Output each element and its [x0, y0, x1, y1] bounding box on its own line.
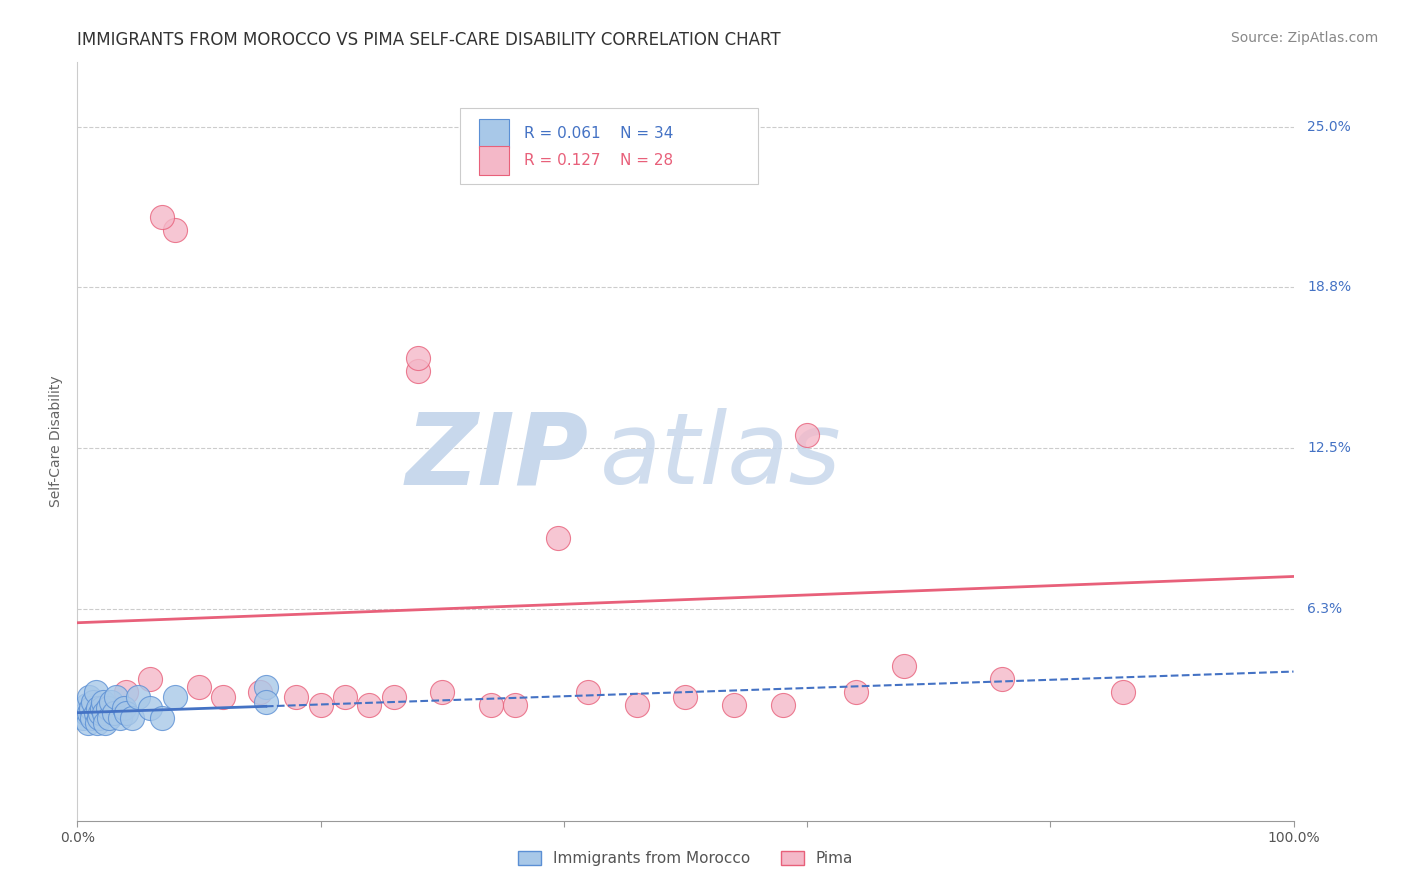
- Text: ZIP: ZIP: [405, 409, 588, 505]
- Point: [333, 690, 356, 705]
- Text: R = 0.127    N = 28: R = 0.127 N = 28: [523, 153, 673, 168]
- FancyBboxPatch shape: [460, 108, 758, 184]
- Text: 25.0%: 25.0%: [1308, 120, 1351, 134]
- Point: [309, 698, 332, 712]
- Point: [503, 698, 526, 712]
- Point: [382, 690, 405, 705]
- Text: 6.3%: 6.3%: [1308, 601, 1343, 615]
- Point: [94, 716, 117, 731]
- Point: [77, 716, 100, 731]
- Point: [406, 351, 429, 365]
- Point: [285, 690, 308, 705]
- Text: Source: ZipAtlas.com: Source: ZipAtlas.com: [1230, 31, 1378, 45]
- Point: [139, 700, 162, 714]
- Text: R = 0.061    N = 34: R = 0.061 N = 34: [523, 126, 673, 141]
- Point: [188, 680, 211, 694]
- Point: [626, 698, 648, 712]
- Point: [479, 698, 502, 712]
- Point: [547, 531, 569, 545]
- Point: [121, 711, 143, 725]
- Point: [108, 711, 131, 725]
- Point: [82, 695, 104, 709]
- Point: [576, 685, 599, 699]
- Point: [163, 690, 186, 705]
- Point: [79, 706, 101, 720]
- Legend: Immigrants from Morocco, Pima: Immigrants from Morocco, Pima: [517, 851, 853, 866]
- Point: [212, 690, 235, 705]
- Point: [87, 700, 110, 714]
- Point: [675, 690, 697, 705]
- Point: [163, 222, 186, 236]
- Point: [100, 695, 122, 709]
- Point: [359, 698, 381, 712]
- Point: [249, 685, 271, 699]
- Point: [80, 700, 103, 714]
- Text: 18.8%: 18.8%: [1308, 280, 1351, 294]
- Point: [76, 698, 98, 712]
- Point: [90, 700, 112, 714]
- Point: [254, 695, 277, 709]
- Point: [139, 673, 162, 687]
- Point: [127, 690, 149, 705]
- Point: [152, 210, 174, 224]
- Point: [97, 700, 120, 714]
- Point: [990, 673, 1012, 687]
- Point: [84, 706, 107, 720]
- Point: [103, 706, 125, 720]
- Bar: [478, 120, 509, 148]
- Point: [893, 659, 915, 673]
- Point: [89, 706, 111, 720]
- Point: [80, 711, 103, 725]
- Point: [91, 695, 114, 709]
- Point: [93, 706, 115, 720]
- Point: [772, 698, 794, 712]
- Point: [723, 698, 745, 712]
- Point: [112, 700, 135, 714]
- Point: [75, 706, 97, 720]
- Y-axis label: Self-Care Disability: Self-Care Disability: [49, 376, 63, 508]
- Point: [115, 706, 138, 720]
- Point: [89, 711, 111, 725]
- Point: [79, 690, 101, 705]
- Point: [72, 711, 94, 725]
- Point: [115, 685, 138, 699]
- Point: [84, 685, 107, 699]
- Point: [430, 685, 453, 699]
- Bar: [478, 145, 509, 175]
- Point: [97, 711, 120, 725]
- Text: atlas: atlas: [600, 409, 842, 505]
- Point: [845, 685, 868, 699]
- Text: IMMIGRANTS FROM MOROCCO VS PIMA SELF-CARE DISABILITY CORRELATION CHART: IMMIGRANTS FROM MOROCCO VS PIMA SELF-CAR…: [77, 31, 780, 49]
- Point: [86, 716, 108, 731]
- Point: [254, 680, 277, 694]
- Point: [406, 364, 429, 378]
- Point: [796, 428, 818, 442]
- Text: 12.5%: 12.5%: [1308, 441, 1351, 455]
- Point: [1112, 685, 1135, 699]
- Point: [105, 690, 128, 705]
- Point: [152, 711, 174, 725]
